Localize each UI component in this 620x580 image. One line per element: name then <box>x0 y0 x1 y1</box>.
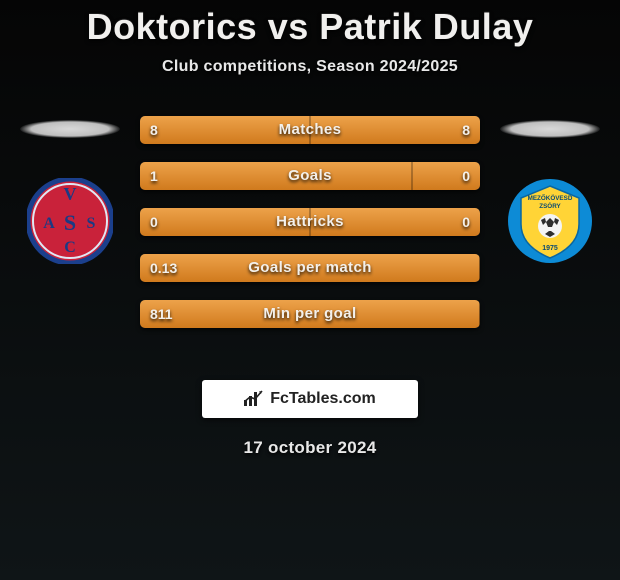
stat-row: Goals1 0 <box>140 162 480 190</box>
avatar-shadow-right <box>500 120 600 138</box>
stat-value-left: 811 <box>150 300 173 328</box>
stat-bars: Matches88Goals10Hattricks00Goals per mat… <box>140 116 480 346</box>
player-right: MEZŐKÖVESD ZSÓRY 1975 <box>490 104 610 344</box>
attribution-badge: FcTables.com <box>202 380 418 418</box>
svg-text:ZSÓRY: ZSÓRY <box>539 201 561 210</box>
stat-value-right: 0 <box>462 208 470 236</box>
page-title: Doktorics vs Patrik Dulay <box>0 0 620 48</box>
svg-text:V: V <box>64 184 77 204</box>
stat-value-left: 8 <box>150 116 158 144</box>
stat-row: Min per goal811 <box>140 300 480 328</box>
stat-label: Hattricks <box>140 208 480 236</box>
stat-row: Matches8 8 <box>140 116 480 144</box>
crest-right: MEZŐKÖVESD ZSÓRY 1975 <box>507 178 593 264</box>
chart-icon <box>244 390 264 408</box>
player-left: V A S S C <box>10 104 130 344</box>
svg-text:A: A <box>43 215 55 232</box>
stat-value-right: 0 <box>462 162 470 190</box>
snapshot-date: 17 october 2024 <box>0 438 620 458</box>
svg-text:C: C <box>64 239 76 256</box>
attribution-text: FcTables.com <box>270 390 376 408</box>
stat-label: Min per goal <box>140 300 480 328</box>
stat-value-left: 0 <box>150 208 158 236</box>
stat-label: Goals per match <box>140 254 480 282</box>
svg-text:1975: 1975 <box>542 245 558 252</box>
comparison-arena: V A S S C MEZŐKÖVESD ZSÓRY 1975 <box>0 110 620 370</box>
stat-row: Goals per match0.13 <box>140 254 480 282</box>
svg-text:S: S <box>64 210 76 235</box>
subtitle: Club competitions, Season 2024/2025 <box>0 58 620 76</box>
stat-label: Goals <box>140 162 480 190</box>
svg-text:S: S <box>87 215 96 232</box>
stat-value-right: 8 <box>462 116 470 144</box>
stat-value-left: 1 <box>150 162 158 190</box>
stat-label: Matches <box>140 116 480 144</box>
svg-text:MEZŐKÖVESD: MEZŐKÖVESD <box>528 193 573 202</box>
stat-value-left: 0.13 <box>150 254 177 282</box>
crest-left: V A S S C <box>27 178 113 264</box>
avatar-shadow-left <box>20 120 120 138</box>
stat-row: Hattricks0 0 <box>140 208 480 236</box>
